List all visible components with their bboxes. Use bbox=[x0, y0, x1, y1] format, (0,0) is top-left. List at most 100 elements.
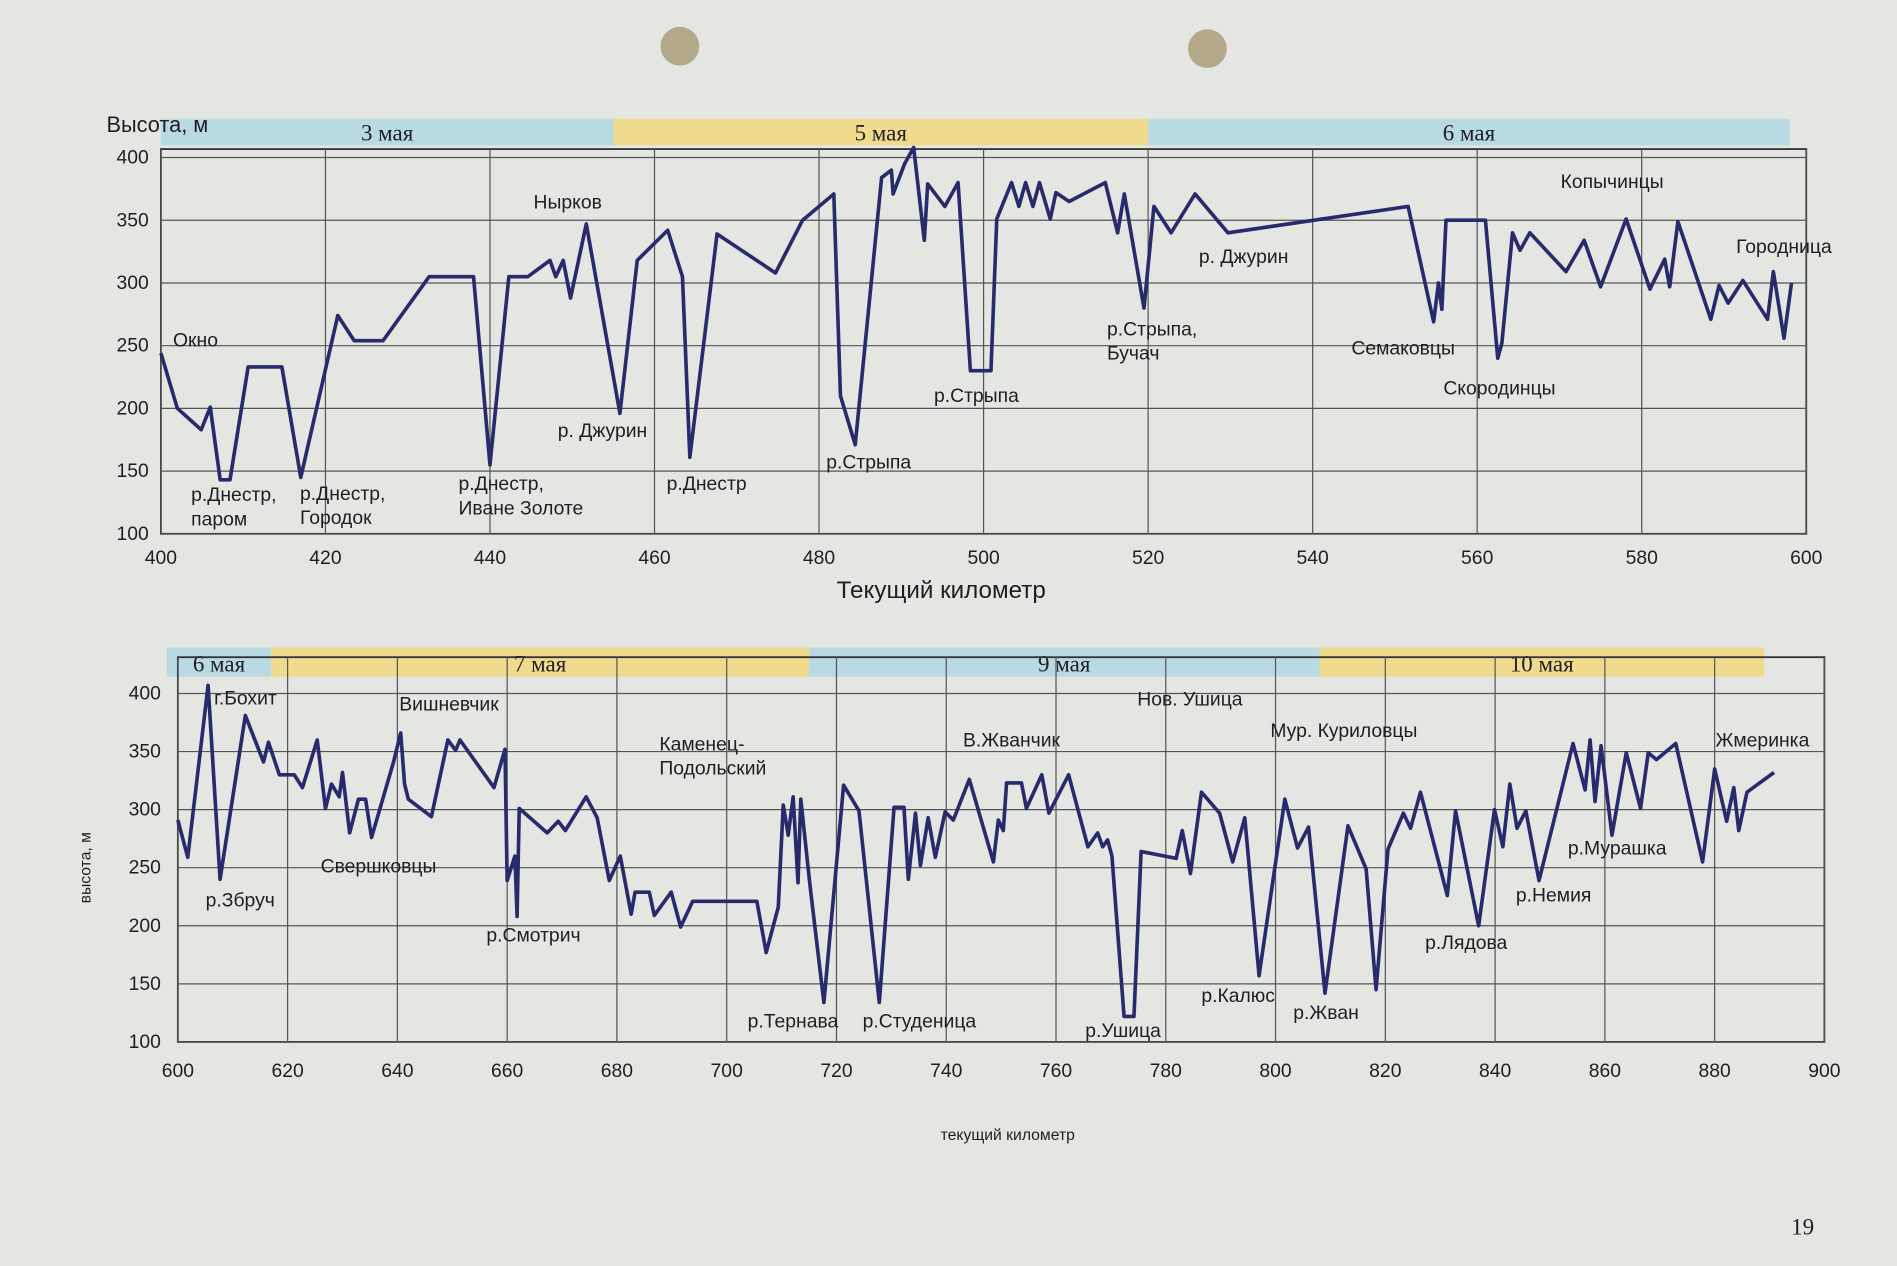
x-tick-label: 740 bbox=[930, 1060, 962, 1082]
date-band-label: 7 мая bbox=[514, 652, 567, 677]
y-tick-label: 150 bbox=[117, 460, 149, 482]
x-tick-label: 540 bbox=[1297, 547, 1329, 569]
y-tick-label: 400 bbox=[129, 683, 161, 705]
y-tick-label: 400 bbox=[117, 147, 149, 169]
place-label: Окно bbox=[173, 329, 218, 351]
place-label: р.Лядова bbox=[1425, 932, 1507, 954]
y-tick-label: 250 bbox=[117, 335, 149, 357]
date-band bbox=[166, 647, 272, 677]
date-band bbox=[1319, 647, 1765, 677]
y-tick-label: 100 bbox=[129, 1031, 161, 1053]
date-band bbox=[160, 118, 614, 146]
y-tick-label: 200 bbox=[129, 915, 161, 937]
x-tick-label: 820 bbox=[1369, 1060, 1401, 1082]
place-label: р.Мурашка bbox=[1568, 837, 1667, 859]
place-label: Нов. Ушица bbox=[1137, 689, 1243, 711]
date-band-label: 9 мая bbox=[1038, 652, 1091, 677]
x-tick-label: 680 bbox=[601, 1060, 633, 1082]
page-number: 19 bbox=[1791, 1214, 1814, 1239]
y-tick-label: 300 bbox=[129, 799, 161, 821]
x-tick-label: 860 bbox=[1589, 1060, 1621, 1082]
place-label: р.Ушица bbox=[1085, 1020, 1161, 1042]
place-label: Бучач bbox=[1107, 343, 1159, 365]
x-tick-label: 840 bbox=[1479, 1060, 1511, 1082]
place-label: р.Тернава bbox=[748, 1010, 839, 1032]
place-label: р.Стрыпа, bbox=[1107, 318, 1197, 340]
x-tick-label: 760 bbox=[1040, 1060, 1072, 1082]
place-label: Нырков bbox=[534, 191, 602, 213]
x-tick-label: 780 bbox=[1150, 1060, 1182, 1082]
x-tick-label: 420 bbox=[309, 547, 341, 569]
place-label: р.Студеница bbox=[863, 1010, 977, 1032]
y-tick-label: 250 bbox=[129, 857, 161, 879]
x-tick-label: 460 bbox=[638, 547, 670, 569]
place-label: р.Калюс bbox=[1201, 985, 1275, 1007]
x-tick-label: 600 bbox=[162, 1060, 194, 1082]
y-axis-label: высота, м bbox=[78, 832, 95, 903]
place-label: р.Смотрич bbox=[486, 925, 580, 947]
place-label: Каменец- bbox=[659, 733, 744, 755]
x-tick-label: 480 bbox=[803, 547, 835, 569]
place-label: р.Збруч bbox=[206, 889, 275, 911]
y-tick-label: 300 bbox=[117, 272, 149, 294]
x-tick-label: 660 bbox=[491, 1060, 523, 1082]
elevation-line bbox=[176, 683, 1776, 1019]
punch-hole bbox=[1188, 29, 1227, 69]
elevation-line bbox=[159, 145, 1794, 482]
date-band bbox=[1148, 118, 1790, 146]
x-tick-label: 600 bbox=[1790, 547, 1822, 569]
place-label: р.Днестр, bbox=[459, 473, 544, 495]
x-tick-label: 560 bbox=[1461, 547, 1493, 569]
place-label: Подольский bbox=[659, 758, 766, 780]
place-label: Жмеринка bbox=[1716, 730, 1810, 752]
date-band bbox=[613, 118, 1149, 146]
place-label: р.Днестр, bbox=[300, 483, 385, 505]
date-band-label: 6 мая bbox=[193, 652, 246, 677]
y-tick-label: 350 bbox=[129, 741, 161, 763]
place-label: В.Жванчик bbox=[963, 730, 1061, 752]
y-tick-label: 350 bbox=[117, 209, 149, 231]
place-label: паром bbox=[191, 508, 247, 530]
date-band-label: 6 мая bbox=[1443, 121, 1496, 146]
x-tick-label: 880 bbox=[1698, 1060, 1730, 1082]
y-axis-label: Высота, м bbox=[106, 112, 208, 137]
place-label: Городок bbox=[300, 507, 372, 529]
x-tick-label: 900 bbox=[1808, 1060, 1840, 1082]
x-tick-label: 500 bbox=[967, 547, 999, 569]
date-band-label: 5 мая bbox=[855, 121, 908, 146]
place-label: Мур. Куриловцы bbox=[1270, 720, 1417, 742]
x-tick-label: 800 bbox=[1259, 1060, 1291, 1082]
y-tick-label: 100 bbox=[117, 523, 149, 545]
place-label: Копычинцы bbox=[1561, 171, 1664, 193]
place-label: р. Джурин bbox=[558, 420, 647, 442]
y-tick-label: 200 bbox=[117, 397, 149, 419]
x-tick-label: 520 bbox=[1132, 547, 1164, 569]
place-label: р.Стрыпа bbox=[934, 385, 1019, 407]
place-label: г.Бохит bbox=[214, 687, 277, 709]
x-tick-label: 700 bbox=[711, 1060, 743, 1082]
place-label: Свершковцы bbox=[321, 856, 437, 878]
place-label: р.Днестр bbox=[667, 473, 747, 495]
x-tick-label: 720 bbox=[820, 1060, 852, 1082]
place-label: Иване Золоте bbox=[459, 497, 584, 519]
place-label: Скородинцы bbox=[1443, 378, 1555, 400]
place-label: р.Стрыпа bbox=[826, 451, 911, 473]
x-tick-label: 580 bbox=[1626, 547, 1658, 569]
place-label: р.Немия bbox=[1516, 885, 1591, 907]
y-tick-label: 150 bbox=[129, 973, 161, 995]
x-axis-label: текущий километр bbox=[941, 1127, 1076, 1144]
place-label: р.Жван bbox=[1293, 1002, 1359, 1024]
place-label: Городница bbox=[1736, 236, 1832, 258]
punch-hole bbox=[660, 26, 700, 66]
place-label: Семаковцы bbox=[1351, 338, 1454, 360]
place-label: р. Джурин bbox=[1199, 246, 1288, 268]
date-band bbox=[271, 647, 810, 677]
x-axis-label: Текущий километр bbox=[837, 577, 1046, 604]
x-tick-label: 440 bbox=[474, 547, 506, 569]
place-label: р.Днестр, bbox=[191, 484, 276, 506]
date-band bbox=[809, 647, 1320, 677]
x-tick-label: 400 bbox=[145, 547, 177, 569]
date-band-label: 3 мая bbox=[361, 121, 414, 146]
